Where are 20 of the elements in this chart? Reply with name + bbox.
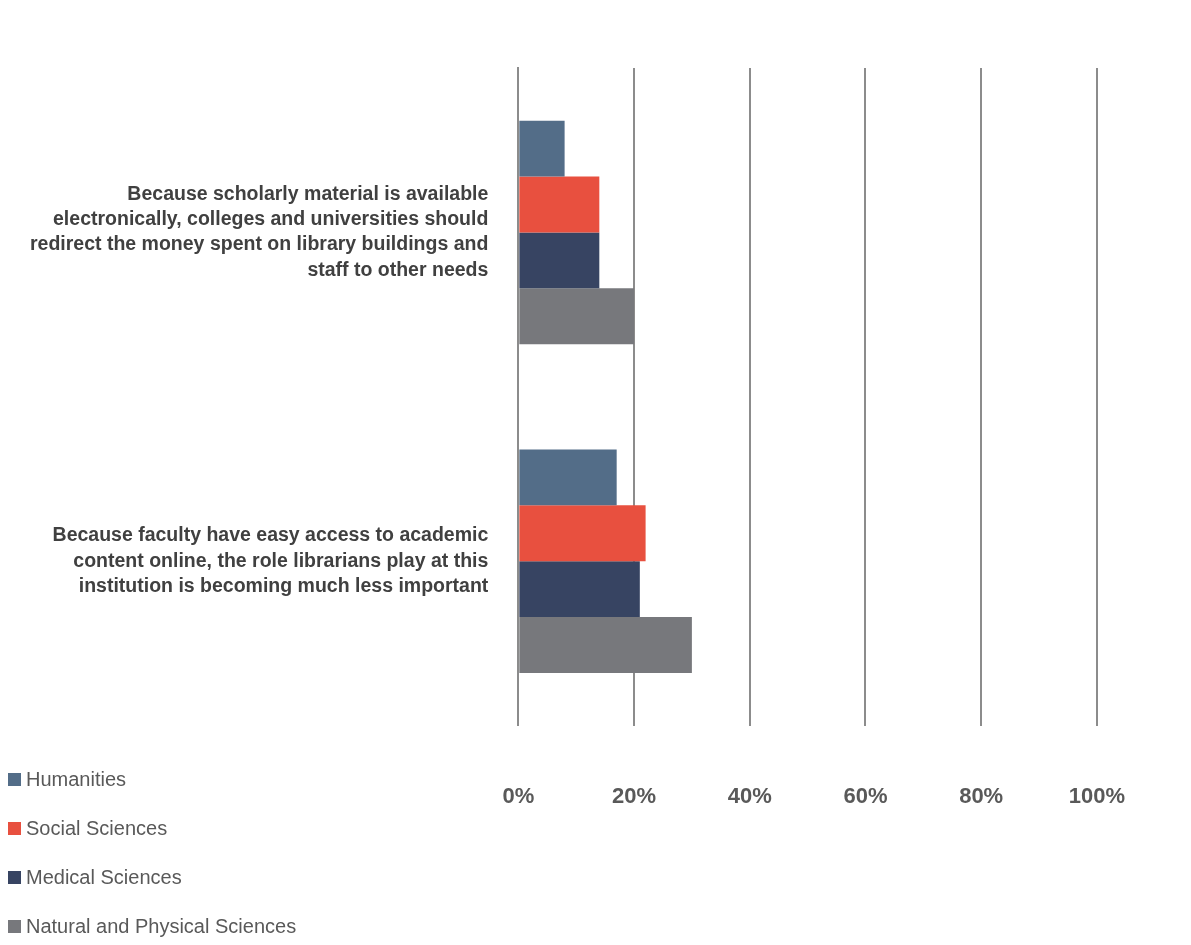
legend-label: Humanities [26,768,127,791]
bar [519,617,692,673]
bar [519,232,600,289]
bar [519,176,600,233]
bar [519,288,635,345]
bar [519,561,640,618]
x-tick-label: 20% [612,782,657,808]
bar [519,120,565,177]
legend-label: Natural and Physical Sciences [26,915,297,938]
x-tick-label: 60% [843,782,888,808]
legend-label: Medical Sciences [26,866,182,889]
y-tick-label: Because scholarly material is available electronically, colleges and universities should redirect the money spent on library buildings and staff to other needs [30,181,489,280]
bar [519,449,617,506]
x-tick-label: 100% [1068,782,1126,808]
x-tick-label: 80% [959,782,1004,808]
x-tick-label: 40% [727,782,772,808]
x-tick-label: 0% [502,782,535,808]
y-tick-label: Because faculty have easy access to academic content online, the role librarians play at this institution is becoming much less important [52,523,489,596]
legend-label: Social Sciences [26,817,168,840]
bar [519,505,646,562]
